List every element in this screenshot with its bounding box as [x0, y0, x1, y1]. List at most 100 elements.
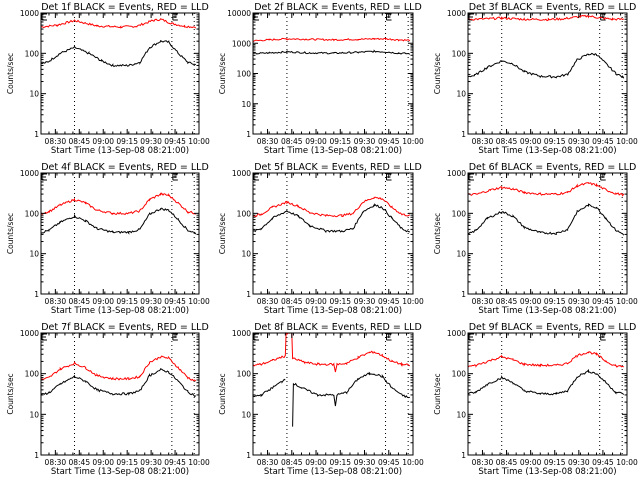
y-tick-label: 1	[246, 451, 251, 460]
y-tick-label: 1000	[20, 9, 39, 18]
series-line-lld	[467, 14, 624, 22]
series-line-events	[252, 49, 411, 55]
y-tick-label: 1000	[232, 39, 251, 48]
y-tick-label: 1	[34, 130, 39, 139]
chart-title: Det 4f BLACK = Events, RED = LLD	[41, 162, 209, 173]
x-tick-label: 10:00	[616, 458, 638, 467]
series-line-events	[467, 52, 625, 79]
x-axis-label: Start Time (13-Sep-08 08:21:00)	[478, 306, 616, 316]
y-axis-label: Counts/sec	[433, 213, 442, 254]
x-tick-label: 08:30	[257, 297, 279, 306]
x-tick-label: 09:15	[329, 297, 351, 306]
x-tick-label: 09:15	[544, 297, 566, 306]
x-tick-label: 09:45	[378, 137, 400, 146]
y-tick-label: 1000	[20, 169, 39, 178]
x-tick-label: 09:15	[116, 137, 138, 146]
x-tick-label: 10:00	[402, 297, 424, 306]
x-tick-label: 09:00	[92, 458, 114, 467]
series-line-lld	[252, 37, 411, 42]
x-tick-label: 08:45	[496, 137, 518, 146]
x-tick-label: 08:45	[496, 458, 518, 467]
panel-det-3: Det 3f BLACK = Events, RED = LLD 1 10 100 10…	[433, 2, 638, 156]
x-tick-label: 09:00	[92, 297, 114, 306]
x-tick-label: 09:30	[354, 137, 376, 146]
y-tick-label: 1	[246, 130, 251, 139]
y-tick-label: 1	[461, 130, 466, 139]
x-tick-label: 09:30	[354, 297, 376, 306]
series-line-events	[252, 371, 410, 427]
x-tick-label: 09:45	[164, 458, 186, 467]
y-tick-label: 1	[34, 290, 39, 299]
y-axis-label: Counts/sec	[218, 373, 227, 414]
x-tick-label: 09:00	[520, 137, 542, 146]
y-axis-label: Counts/sec	[218, 213, 227, 254]
chart-title: Det 8f BLACK = Events, RED = LLD	[254, 322, 422, 333]
series-line-lld	[467, 351, 624, 368]
x-axis-label: Start Time (13-Sep-08 08:21:00)	[478, 467, 616, 477]
series-line-lld	[252, 196, 411, 218]
plot-frame	[467, 172, 628, 295]
y-tick-label: 10000	[227, 9, 251, 18]
y-axis-label: Counts/sec	[6, 213, 15, 254]
panel-det-5: Det 5f BLACK = Events, RED = LLD 1 10 100 10…	[218, 162, 424, 316]
x-axis-label: Start Time (13-Sep-08 08:21:00)	[51, 467, 189, 477]
series-line-lld	[252, 331, 411, 373]
panel-det-1: Det 1f BLACK = Events, RED = LLD 1 10 100 10…	[6, 2, 210, 156]
x-tick-label: 09:15	[116, 458, 138, 467]
x-tick-label: 08:45	[281, 458, 303, 467]
series-line-events	[40, 207, 197, 235]
x-tick-label: 09:30	[354, 458, 376, 467]
y-axis-label: Counts/sec	[218, 53, 227, 94]
x-tick-label: 09:00	[520, 458, 542, 467]
y-tick-label: 1	[461, 290, 466, 299]
x-tick-label: 10:00	[402, 458, 424, 467]
chart-title: Det 5f BLACK = Events, RED = LLD	[254, 162, 422, 173]
y-tick-label: 100	[452, 370, 467, 379]
e-marker	[253, 13, 259, 21]
x-tick-label: 10:00	[616, 297, 638, 306]
x-tick-label: 08:30	[472, 297, 494, 306]
x-axis-label: Start Time (13-Sep-08 08:21:00)	[51, 146, 189, 156]
panel-det-9: Det 9f BLACK = Events, RED = LLD 1 10 100 10…	[433, 322, 638, 477]
x-tick-label: 09:15	[116, 297, 138, 306]
x-tick-label: 08:45	[281, 297, 303, 306]
x-tick-label: 08:45	[68, 297, 90, 306]
x-tick-label: 10:00	[616, 137, 638, 146]
y-tick-label: 1000	[20, 329, 39, 338]
x-tick-label: 09:45	[592, 297, 614, 306]
series-line-lld	[467, 182, 625, 197]
y-tick-label: 100	[237, 370, 252, 379]
x-tick-label: 09:30	[140, 137, 162, 146]
plot-frame	[40, 12, 200, 135]
plot-frame	[252, 172, 414, 295]
series-line-events	[40, 368, 197, 398]
x-tick-label: 08:45	[281, 137, 303, 146]
x-tick-label: 09:00	[520, 297, 542, 306]
plot-frame	[40, 332, 200, 456]
x-tick-label: 08:30	[472, 137, 494, 146]
x-tick-label: 08:30	[472, 458, 494, 467]
y-tick-label: 10	[241, 100, 251, 109]
chart-title: Det 1f BLACK = Events, RED = LLD	[41, 2, 209, 13]
series-line-events	[252, 202, 410, 234]
y-axis-label: Counts/sec	[6, 373, 15, 414]
x-tick-label: 09:45	[378, 297, 400, 306]
x-tick-label: 08:45	[496, 297, 518, 306]
x-axis-label: Start Time (13-Sep-08 08:21:00)	[51, 306, 189, 316]
x-axis-label: Start Time (13-Sep-08 08:21:00)	[264, 306, 402, 316]
x-tick-label: 09:30	[140, 297, 162, 306]
series-line-events	[467, 203, 625, 236]
x-tick-label: 08:45	[68, 137, 90, 146]
y-axis-label: Counts/sec	[6, 53, 15, 94]
plot-frame	[467, 12, 628, 135]
y-tick-label: 1000	[447, 329, 466, 338]
x-tick-label: 08:30	[45, 137, 67, 146]
x-tick-label: 09:45	[592, 137, 614, 146]
x-tick-label: 09:00	[92, 137, 114, 146]
x-axis-label: Start Time (13-Sep-08 08:21:00)	[478, 146, 616, 156]
x-tick-label: 09:30	[568, 297, 590, 306]
x-tick-label: 08:30	[257, 137, 279, 146]
panel-det-6: Det 6f BLACK = Events, RED = LLD 1 10 100 10…	[433, 162, 638, 316]
x-tick-label: 09:15	[329, 458, 351, 467]
